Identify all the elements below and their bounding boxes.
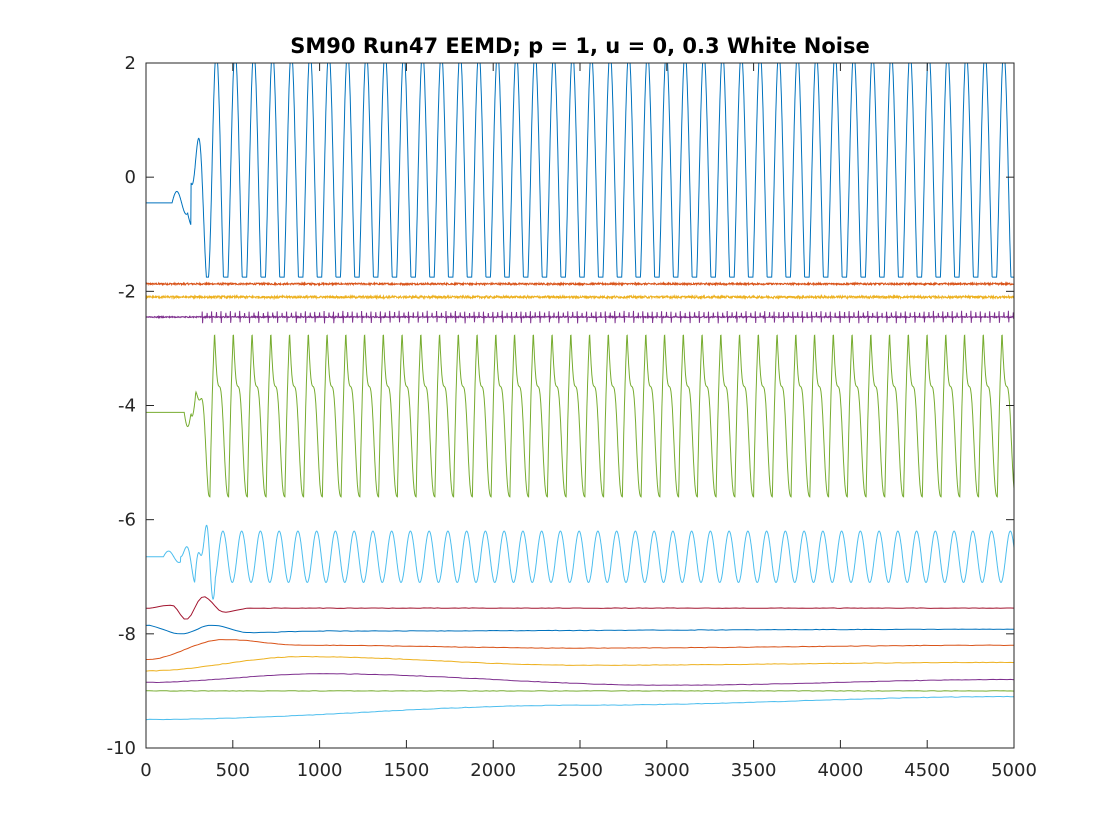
series-line-10 — [146, 655, 1014, 672]
x-tick-label: 500 — [216, 760, 250, 781]
chart-title: SM90 Run47 EEMD; p = 1, u = 0, 0.3 White… — [290, 34, 869, 58]
series-line-6 — [146, 524, 1014, 600]
x-tick-label: 0 — [140, 760, 151, 781]
y-tick-label: -6 — [118, 510, 136, 531]
x-tick-label: 4500 — [904, 760, 950, 781]
x-tick-label: 3500 — [731, 760, 777, 781]
y-tick-label: -4 — [118, 396, 136, 417]
series-line-2 — [146, 281, 1014, 287]
x-tick-label: 1000 — [297, 760, 343, 781]
series-line-9 — [146, 639, 1014, 660]
x-tick-label: 1500 — [383, 760, 429, 781]
series-line-13 — [146, 695, 1014, 721]
series-line-11 — [146, 673, 1014, 686]
y-tick-label: 2 — [125, 53, 136, 74]
series-line-3 — [146, 293, 1014, 301]
x-tick-label: 3000 — [644, 760, 690, 781]
x-tick-label: 2000 — [470, 760, 516, 781]
x-tick-label: 4000 — [817, 760, 863, 781]
x-tick-label: 2500 — [557, 760, 603, 781]
y-tick-label: -2 — [118, 281, 136, 302]
series-layer — [146, 63, 1014, 721]
y-tick-label: -10 — [107, 738, 136, 759]
plot-frame — [145, 62, 1015, 749]
y-tick-label: -8 — [118, 624, 136, 645]
y-tick-label: 0 — [125, 167, 136, 188]
series-line-5 — [146, 334, 1014, 498]
axes-layer: 0 500 1000 1500 2000 2500 3000 3500 4000 4500 5000… — [107, 53, 1037, 781]
series-line-1 — [146, 63, 1014, 278]
series-line-8 — [146, 624, 1014, 635]
x-tick-label: 5000 — [991, 760, 1037, 781]
series-line-4 — [146, 310, 1014, 324]
series-line-7 — [146, 596, 1014, 620]
